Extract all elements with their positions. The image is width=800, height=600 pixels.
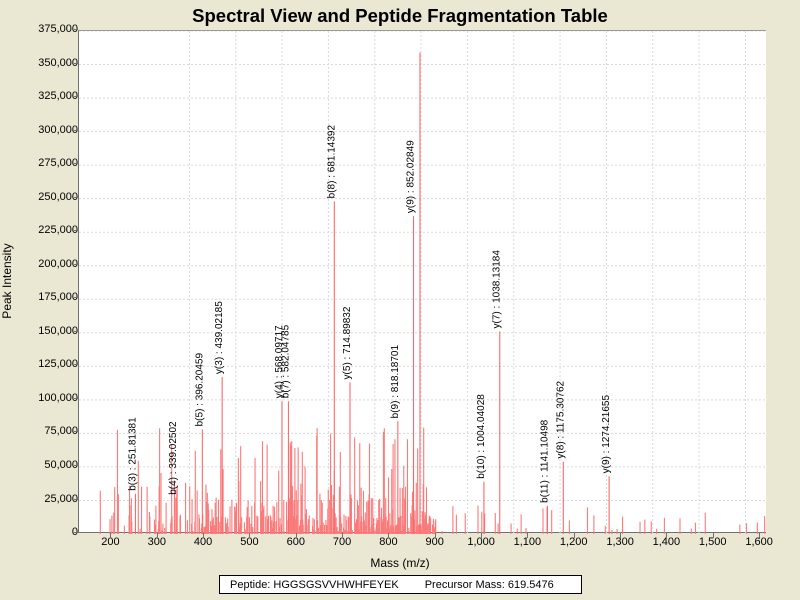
svg-text:y(5) : 714.89832: y(5) : 714.89832 bbox=[342, 306, 353, 379]
svg-text:b(10) : 1004.04028: b(10) : 1004.04028 bbox=[476, 394, 487, 479]
svg-text:y(9) : 852.02849: y(9) : 852.02849 bbox=[406, 140, 417, 213]
svg-text:b(4) : 339.02502: b(4) : 339.02502 bbox=[168, 421, 179, 495]
svg-text:y(9) : 1274.21655: y(9) : 1274.21655 bbox=[601, 394, 612, 473]
svg-text:b(11) : 1141.10498: b(11) : 1141.10498 bbox=[539, 419, 550, 502]
svg-text:b(3) : 251.81381: b(3) : 251.81381 bbox=[127, 417, 138, 491]
svg-text:y(8) : 1175.30762: y(8) : 1175.30762 bbox=[555, 380, 566, 458]
svg-text:b(5) : 396.20459: b(5) : 396.20459 bbox=[194, 353, 205, 427]
svg-text:y(7) : 1038.13184: y(7) : 1038.13184 bbox=[492, 250, 503, 329]
svg-text:b(8) : 681.14392: b(8) : 681.14392 bbox=[326, 125, 337, 199]
svg-text:y(3) : 439.02185: y(3) : 439.02185 bbox=[214, 301, 225, 374]
svg-text:b(9) : 818.18701: b(9) : 818.18701 bbox=[390, 345, 401, 419]
svg-text:b(7) : 582.04785: b(7) : 582.04785 bbox=[280, 324, 291, 398]
